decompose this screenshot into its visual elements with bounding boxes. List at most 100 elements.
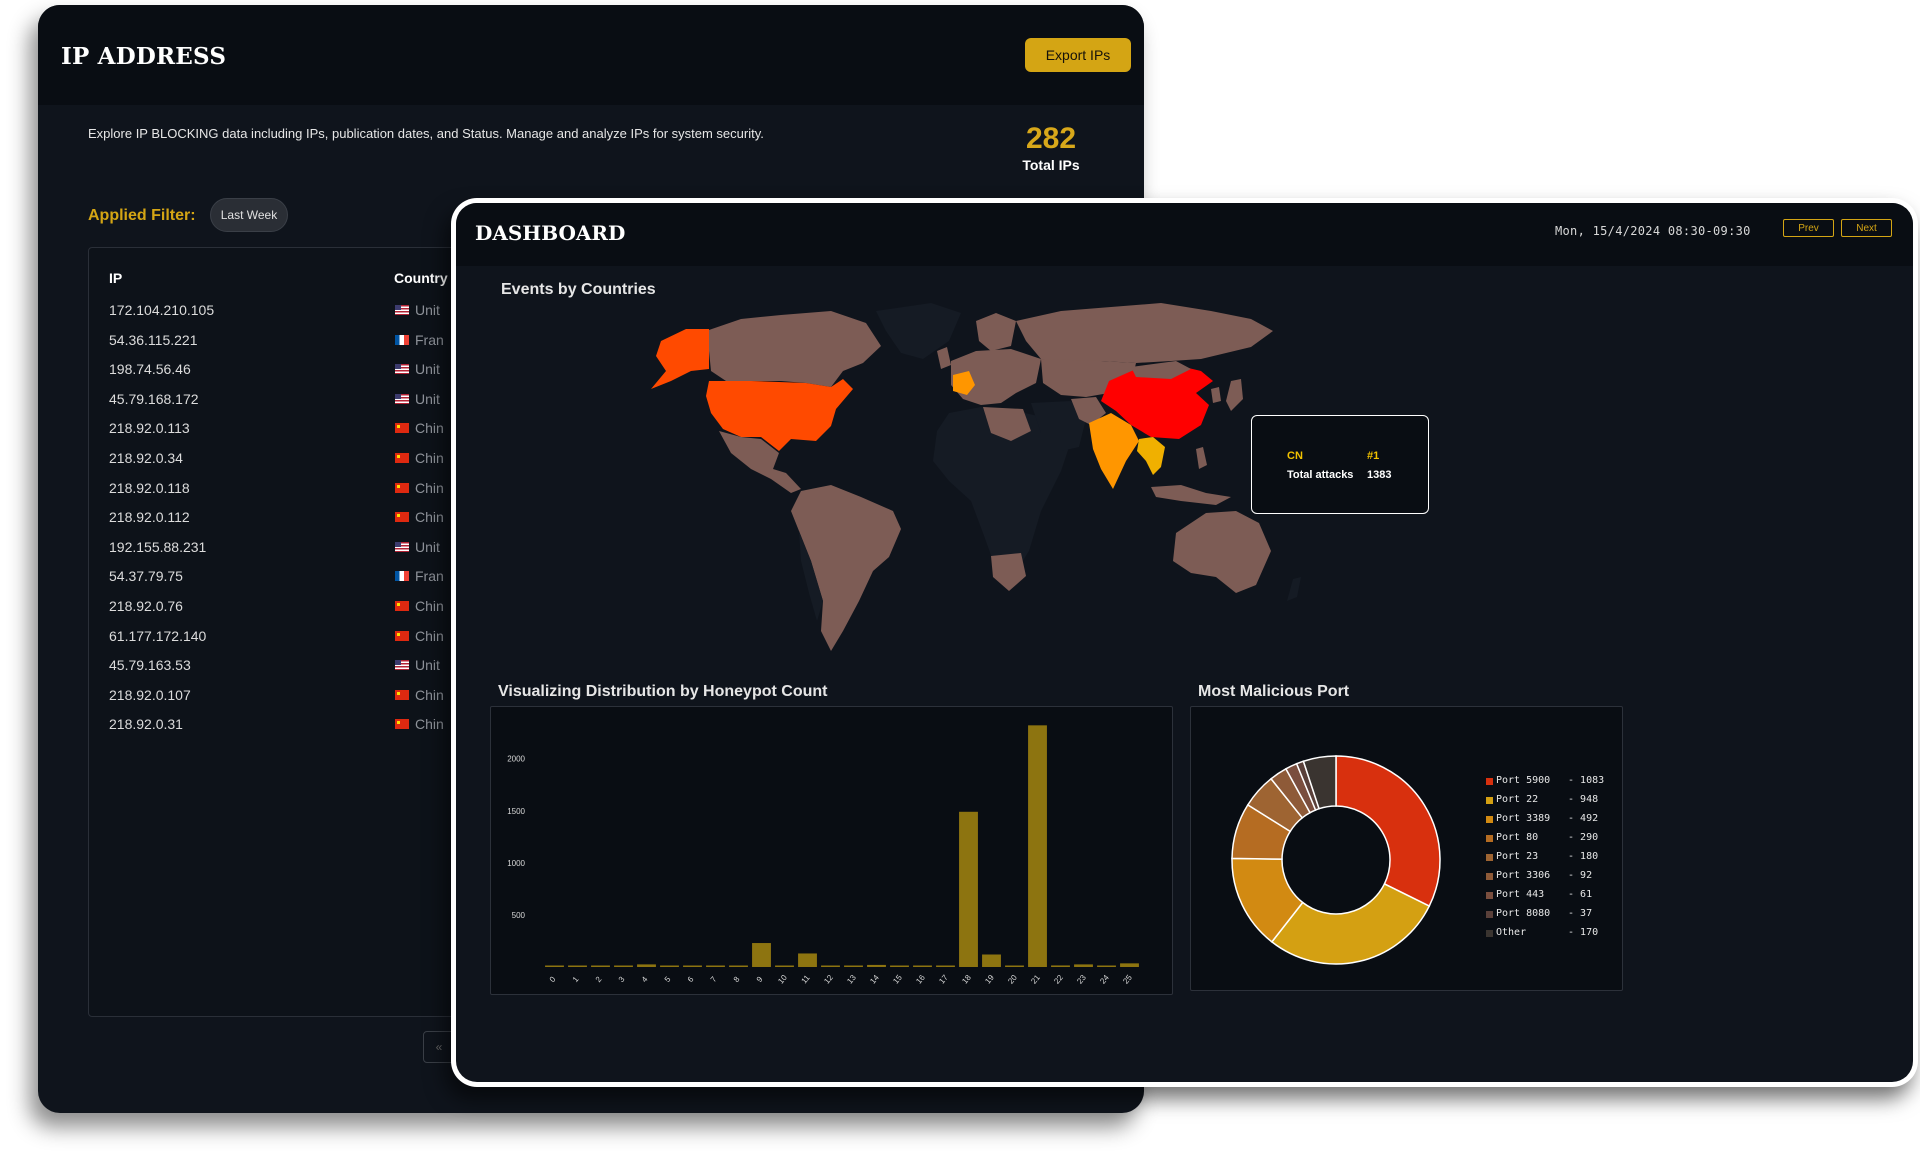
map-region-canada[interactable] xyxy=(706,311,881,387)
bar-19[interactable] xyxy=(982,954,1001,968)
table-row[interactable]: 218.92.0.34 Chin xyxy=(89,440,687,476)
map-region-new-zealand[interactable] xyxy=(1287,577,1301,601)
map-region-mexico[interactable] xyxy=(719,431,801,493)
bar-23[interactable] xyxy=(1074,964,1093,967)
country-cell: Unit xyxy=(415,657,440,674)
page-description: Explore IP BLOCKING data including IPs, … xyxy=(88,126,764,141)
legend-swatch xyxy=(1486,873,1493,880)
bar-1[interactable] xyxy=(568,965,587,968)
bar-3[interactable] xyxy=(614,965,633,968)
map-region-indonesia[interactable] xyxy=(1151,485,1231,505)
bar-0[interactable] xyxy=(545,965,564,968)
world-map[interactable] xyxy=(631,301,1311,661)
donut-slice-port-22[interactable] xyxy=(1270,882,1431,965)
next-button[interactable]: Next xyxy=(1841,219,1892,237)
map-region-usa[interactable] xyxy=(706,379,853,451)
ip-address-cell: 218.92.0.34 xyxy=(109,450,183,466)
bar-14[interactable] xyxy=(867,964,886,967)
legend-value: - 948 xyxy=(1568,794,1599,805)
filter-chip-last-week[interactable]: Last Week xyxy=(210,198,288,232)
flag-cn-icon xyxy=(395,453,409,463)
bar-10[interactable] xyxy=(775,965,794,968)
bar-21[interactable] xyxy=(1028,725,1047,967)
table-row[interactable]: 218.92.0.76 Chin xyxy=(89,588,687,624)
table-row[interactable]: 218.92.0.113 Chin xyxy=(89,410,687,446)
map-region-egypt-libya[interactable] xyxy=(983,407,1031,441)
map-region-iran[interactable] xyxy=(1071,397,1106,425)
map-region-korea[interactable] xyxy=(1211,387,1221,403)
table-row[interactable]: 198.74.56.46 Unit xyxy=(89,351,687,387)
x-tick-label: 16 xyxy=(914,973,927,986)
bar-11[interactable] xyxy=(798,953,817,967)
table-row[interactable]: 54.36.115.221 Fran xyxy=(89,322,687,358)
table-row[interactable]: 45.79.168.172 Unit xyxy=(89,381,687,417)
map-region-africa[interactable] xyxy=(933,407,1071,579)
map-region-south-africa[interactable] xyxy=(991,553,1026,591)
map-region-south-america[interactable] xyxy=(791,485,901,651)
column-header-ip[interactable]: IP xyxy=(109,270,123,286)
country-cell: Chin xyxy=(415,598,444,614)
bar-6[interactable] xyxy=(683,965,702,968)
bar-7[interactable] xyxy=(706,965,725,968)
y-tick-label: 2000 xyxy=(507,755,525,764)
bar-15[interactable] xyxy=(890,965,909,968)
bar-2[interactable] xyxy=(591,965,610,968)
prev-button[interactable]: Prev xyxy=(1783,219,1834,237)
map-tooltip: CN #1 Total attacks 1383 xyxy=(1251,415,1429,514)
ip-address-cell: 218.92.0.31 xyxy=(109,716,183,733)
table-row[interactable]: 218.92.0.107 Chin xyxy=(89,677,687,713)
bar-9[interactable] xyxy=(752,943,771,967)
bar-20[interactable] xyxy=(1005,965,1024,968)
x-tick-label: 25 xyxy=(1121,973,1134,986)
ip-address-cell: 198.74.56.46 xyxy=(109,361,191,378)
bar-4[interactable] xyxy=(637,964,656,967)
legend-swatch xyxy=(1486,892,1493,899)
map-region-france[interactable] xyxy=(953,371,975,395)
map-region-mongolia[interactable] xyxy=(1131,361,1191,379)
map-region-india[interactable] xyxy=(1089,413,1139,489)
bar-16[interactable] xyxy=(913,965,932,968)
legend-value-number: 61 xyxy=(1580,889,1593,900)
ip-address-cell: 218.92.0.113 xyxy=(109,420,190,437)
bar-25[interactable] xyxy=(1120,963,1139,967)
map-region-europe[interactable] xyxy=(951,349,1041,405)
map-region-philippines[interactable] xyxy=(1196,447,1207,469)
table-row[interactable]: 192.155.88.231 Unit xyxy=(89,529,687,565)
map-region-alaska[interactable] xyxy=(651,329,709,389)
column-header-country[interactable]: Country xyxy=(394,270,448,286)
table-row[interactable]: 218.92.0.118 Chin xyxy=(89,470,687,506)
map-region-middle-east[interactable] xyxy=(1031,401,1086,451)
tooltip-total-attacks-label: Total attacks xyxy=(1287,469,1354,481)
map-region-russia[interactable] xyxy=(1016,303,1273,363)
table-row[interactable]: 218.92.0.112 Chin xyxy=(89,499,687,535)
bar-24[interactable] xyxy=(1097,965,1116,968)
map-region-uk[interactable] xyxy=(937,347,951,369)
map-region-china[interactable] xyxy=(1101,365,1213,439)
country-cell: Fran xyxy=(415,331,444,348)
bar-8[interactable] xyxy=(729,965,748,968)
bar-17[interactable] xyxy=(936,965,955,968)
table-row[interactable]: 218.92.0.31 Chin xyxy=(89,706,687,742)
export-ips-button[interactable]: Export IPs xyxy=(1025,38,1131,72)
bar-12[interactable] xyxy=(821,965,840,968)
bar-22[interactable] xyxy=(1051,965,1070,967)
table-row[interactable]: 45.79.163.53 Unit xyxy=(89,647,687,683)
map-region-scandinavia[interactable] xyxy=(976,313,1016,351)
donut-slice-port-5900[interactable] xyxy=(1335,755,1441,908)
table-row[interactable]: 54.37.79.75 Fran xyxy=(89,558,687,594)
bar-18[interactable] xyxy=(959,811,978,967)
table-row[interactable]: 172.104.210.105 Unit xyxy=(89,292,687,328)
donut-slice-other[interactable] xyxy=(1302,755,1337,810)
map-region-japan[interactable] xyxy=(1226,379,1243,411)
map-region-australia[interactable] xyxy=(1173,511,1271,593)
x-tick-label: 23 xyxy=(1075,973,1088,986)
x-tick-label: 15 xyxy=(891,973,904,986)
table-row[interactable]: 61.177.172.140 Chin xyxy=(89,618,687,654)
map-region-andes[interactable] xyxy=(799,531,823,621)
bar-5[interactable] xyxy=(660,965,679,968)
map-region-greenland[interactable] xyxy=(876,303,961,359)
ip-address-cell: 192.155.88.231 xyxy=(109,538,207,555)
map-region-southeast-asia[interactable] xyxy=(1137,437,1165,475)
bar-13[interactable] xyxy=(844,965,863,968)
ip-address-cell: 45.79.168.172 xyxy=(109,390,199,407)
